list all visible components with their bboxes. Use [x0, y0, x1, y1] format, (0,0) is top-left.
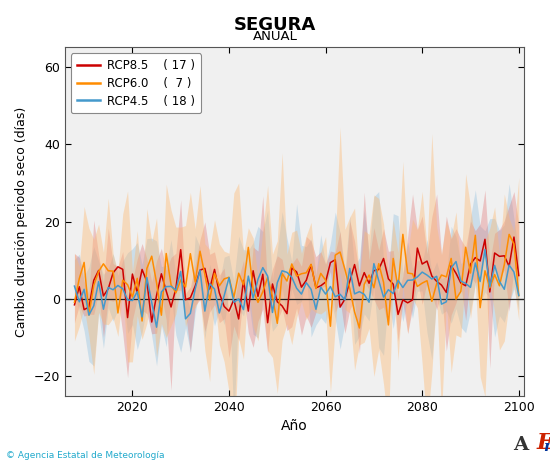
Text: E: E	[536, 432, 550, 454]
Text: SEGURA: SEGURA	[234, 16, 316, 34]
X-axis label: Año: Año	[281, 419, 307, 433]
Legend: RCP8.5    ( 17 ), RCP6.0    (  7 ), RCP4.5    ( 18 ): RCP8.5 ( 17 ), RCP6.0 ( 7 ), RCP4.5 ( 18…	[71, 53, 201, 114]
Text: © Agencia Estatal de Meteorología: © Agencia Estatal de Meteorología	[6, 451, 164, 460]
Text: met: met	[543, 440, 550, 454]
Text: ANUAL: ANUAL	[252, 30, 298, 43]
Text: A: A	[513, 436, 528, 454]
Y-axis label: Cambio duración periodo seco (días): Cambio duración periodo seco (días)	[15, 106, 28, 337]
